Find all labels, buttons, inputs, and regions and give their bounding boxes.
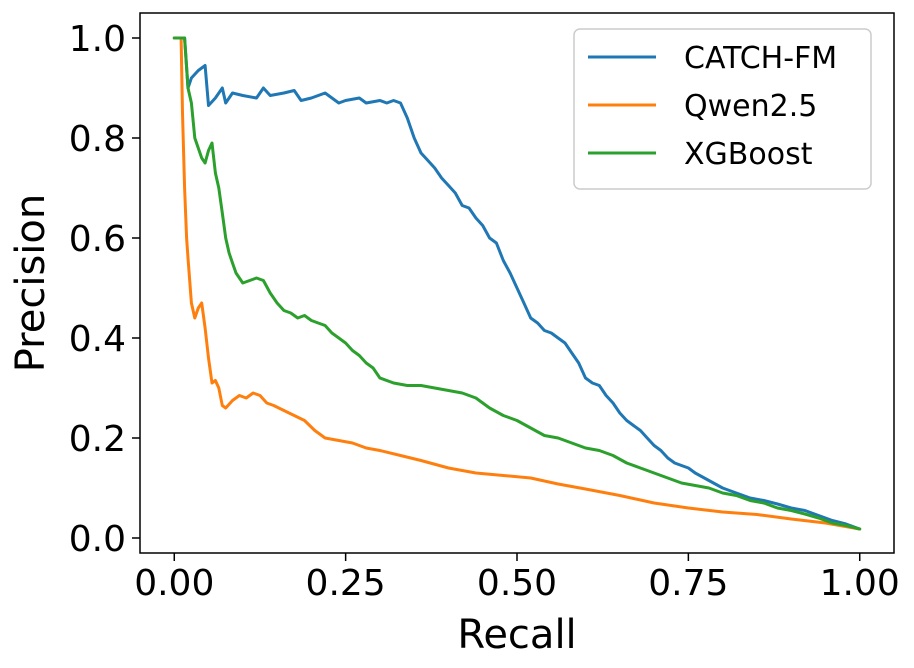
y-tick-label: 0.6: [69, 219, 126, 260]
x-tick-label: 0.00: [134, 563, 214, 604]
x-tick-label: 0.50: [477, 563, 557, 604]
x-axis-title: Recall: [457, 612, 576, 658]
y-tick-label: 0.4: [69, 319, 126, 360]
series-layer: [172, 36, 862, 531]
x-axis: 0.00 0.25 0.50 0.75 1.00: [134, 553, 900, 604]
legend-box: [573, 28, 872, 190]
y-axis: 0.0 0.2 0.4 0.6 0.8 1.0: [69, 19, 140, 560]
legend-label: XGBoost: [684, 137, 813, 172]
x-tick-label: 0.25: [306, 563, 386, 604]
y-axis-title: Precision: [8, 194, 54, 372]
legend-label: CATCH-FM: [684, 41, 837, 76]
legend: CATCH-FM Qwen2.5 XGBoost: [573, 28, 872, 190]
x-tick-label: 0.75: [648, 563, 728, 604]
y-tick-label: 0.0: [69, 519, 126, 560]
series-line-xgboost: [172, 36, 862, 531]
series-line-qwen2-5: [172, 36, 862, 531]
series-line-catch-fm: [172, 36, 862, 531]
y-tick-label: 0.8: [69, 119, 126, 160]
y-tick-label: 1.0: [69, 19, 126, 60]
y-tick-label: 0.2: [69, 419, 126, 460]
legend-label: Qwen2.5: [684, 89, 817, 124]
x-tick-label: 1.00: [820, 563, 900, 604]
